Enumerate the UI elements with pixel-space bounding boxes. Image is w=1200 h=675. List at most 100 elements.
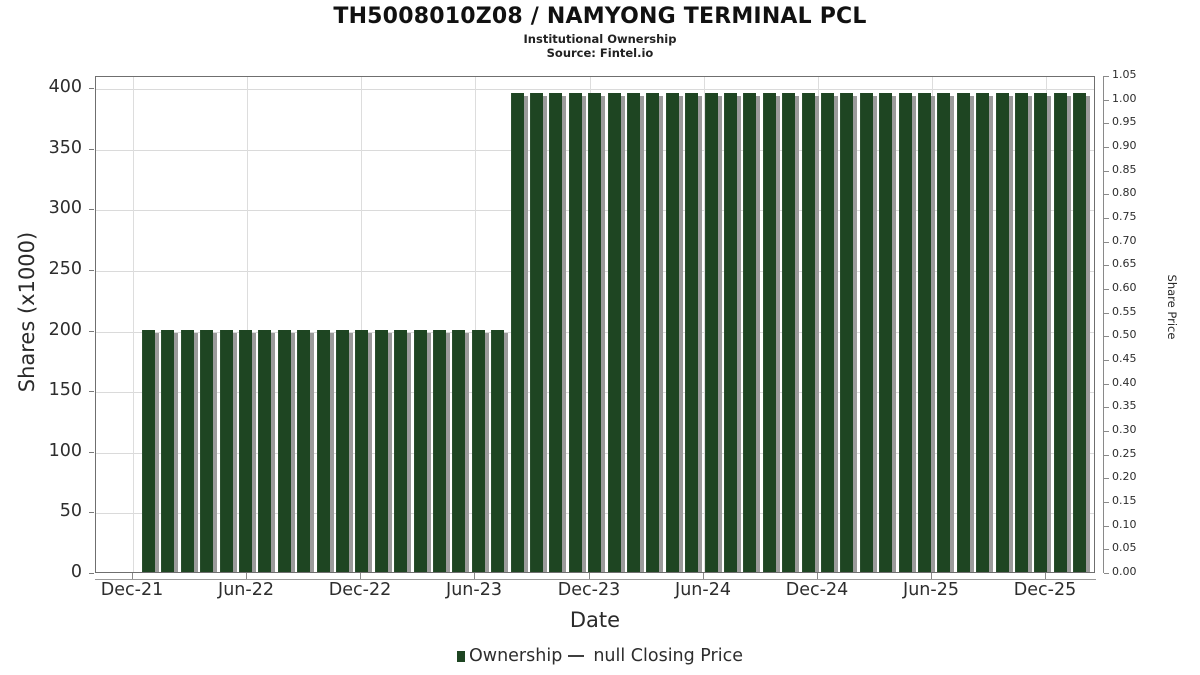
bar-shadow <box>290 332 295 572</box>
y-axis-left-tick-mark <box>89 331 94 332</box>
bar-shadow <box>989 96 994 572</box>
bar-body <box>1053 93 1067 572</box>
y-axis-right-tick-mark <box>1104 384 1109 385</box>
y-axis-right-tick-mark <box>1104 218 1109 219</box>
bar-shadow <box>601 96 606 572</box>
x-axis-tick-mark <box>474 573 475 579</box>
y-axis-right-tick-label: 0.60 <box>1112 281 1137 294</box>
bar-shadow <box>329 332 334 572</box>
x-axis-tick-mark <box>246 573 247 579</box>
bar-shadow <box>446 332 450 572</box>
y-axis-left-tick-mark <box>89 573 94 574</box>
bar-ownership <box>219 329 237 572</box>
bar-shadow <box>640 96 644 572</box>
y-axis-right-tick-mark <box>1104 194 1109 195</box>
bar-body <box>510 93 524 572</box>
bar-shadow <box>523 96 528 572</box>
bar-body <box>180 329 194 572</box>
x-axis-tick-label: Dec-23 <box>557 580 621 600</box>
bar-body <box>568 93 582 572</box>
bar-ownership <box>918 93 935 572</box>
y-axis-right-tick-mark <box>1104 360 1109 361</box>
y-axis-right-title: Share Price <box>1165 274 1179 340</box>
y-axis-right-tick-label: 0.90 <box>1112 139 1137 152</box>
bar-ownership <box>1053 93 1071 572</box>
x-axis-tick-mark <box>703 573 704 579</box>
y-axis-left-tick-label: 400 <box>48 77 82 98</box>
bar-shadow <box>213 332 218 572</box>
chart-source: Source: Fintel.io <box>546 46 654 60</box>
bar-body <box>161 329 175 572</box>
y-axis-right-line <box>1103 76 1104 573</box>
bar-body <box>336 329 349 572</box>
bar-ownership <box>762 93 780 572</box>
bar-shadow <box>349 332 353 572</box>
bar-ownership <box>374 329 392 572</box>
y-axis-right-tick-mark <box>1104 549 1109 550</box>
y-axis-right-tick-label: 0.00 <box>1112 565 1137 578</box>
bar-body <box>762 93 776 572</box>
y-axis-left-tick-mark <box>89 149 94 150</box>
bar-body <box>685 93 699 572</box>
bar-body <box>859 93 873 572</box>
y-axis-right-tick-label: 0.15 <box>1112 494 1137 507</box>
bar-ownership <box>336 329 353 572</box>
x-axis-tick-label: Jun-25 <box>903 580 959 600</box>
bar-ownership <box>200 329 218 572</box>
x-axis-title: Date <box>569 608 621 632</box>
bar-shadow <box>678 96 683 572</box>
y-axis-right-tick-label: 0.20 <box>1112 470 1137 484</box>
bar-series-ownership <box>96 77 1094 572</box>
bar-body <box>277 329 291 572</box>
bar-body <box>355 329 369 572</box>
bar-ownership <box>297 329 315 572</box>
bar-shadow <box>1086 96 1091 572</box>
y-axis-left-tick-mark <box>89 209 94 210</box>
y-axis-right-tick-mark <box>1104 478 1109 479</box>
legend-item-label: null Closing Price <box>593 646 744 666</box>
x-axis-tick-mark <box>360 573 361 579</box>
legend-item-label: Ownership <box>468 646 563 666</box>
y-axis-right-tick-label: 0.10 <box>1112 517 1137 531</box>
x-axis-tick-label: Jun-22 <box>218 580 274 600</box>
chart-title-block: TH5008010Z08 / NAMYONG TERMINAL PCL Inst… <box>0 4 1200 60</box>
bar-shadow <box>698 96 703 572</box>
y-axis-right-tick-label: 0.05 <box>1112 541 1137 555</box>
x-axis-tick-mark <box>589 573 590 579</box>
bar-body <box>1073 93 1087 572</box>
bar-ownership <box>568 93 586 572</box>
bar-shadow <box>193 332 198 572</box>
y-axis-left-tick-mark <box>89 452 94 453</box>
bar-ownership <box>801 93 819 572</box>
y-axis-right-tick-label: 0.80 <box>1112 186 1137 200</box>
gridline-horizontal <box>96 89 1094 90</box>
y-axis-right-tick-label: 1.00 <box>1112 91 1137 105</box>
bar-shadow <box>795 96 800 572</box>
y-axis-right-tick-label: 0.25 <box>1112 446 1137 460</box>
bar-ownership <box>956 93 974 572</box>
bar-body <box>665 93 679 572</box>
legend-item[interactable]: Ownership <box>456 646 563 666</box>
bar-body <box>471 329 485 572</box>
bar-shadow <box>892 96 897 572</box>
y-axis-left-tick-label: 300 <box>48 198 82 219</box>
y-axis-left-tick-mark <box>89 391 94 392</box>
bar-shadow <box>1066 96 1071 572</box>
chart-legend: Ownership null Closing Price <box>0 646 1200 666</box>
bar-body <box>239 329 252 572</box>
bar-ownership <box>685 93 703 572</box>
y-axis-right-tick-label: 0.65 <box>1112 257 1137 271</box>
y-axis-right-tick-mark <box>1104 431 1109 432</box>
bar-ownership <box>859 93 877 572</box>
bar-body <box>646 93 660 572</box>
bar-body <box>374 329 388 572</box>
bar-ownership <box>724 93 741 572</box>
bar-body <box>530 93 543 572</box>
y-axis-right-tick-mark <box>1104 526 1109 527</box>
bar-shadow <box>1008 96 1013 572</box>
bar-ownership <box>937 93 955 572</box>
y-axis-right-tick-mark <box>1104 407 1109 408</box>
y-axis-right-tick-mark <box>1104 502 1109 503</box>
y-axis-left-tick-label: 0 <box>70 562 82 582</box>
legend-item[interactable]: null Closing Price <box>562 646 743 666</box>
